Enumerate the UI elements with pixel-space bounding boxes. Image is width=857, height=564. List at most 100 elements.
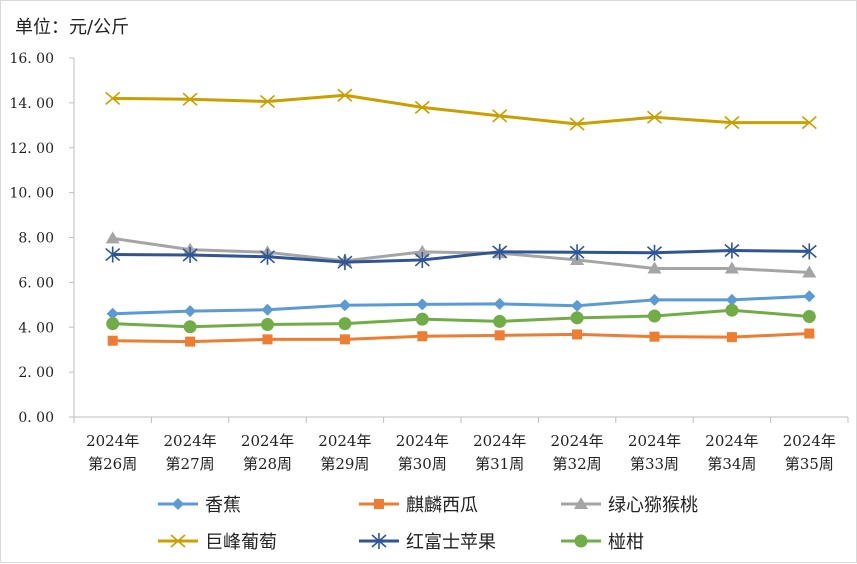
data-point <box>802 309 816 323</box>
legend-item: 椪柑 <box>561 532 644 553</box>
data-point <box>648 309 661 323</box>
data-point <box>494 330 505 341</box>
series-line <box>112 93 810 126</box>
data-point <box>571 299 584 312</box>
data-point <box>492 109 508 123</box>
x-tick-label: 第26周 <box>88 455 137 473</box>
data-point <box>337 88 353 102</box>
data-point <box>261 318 274 332</box>
data-point <box>493 314 507 328</box>
x-tick-label: 第29周 <box>320 455 369 473</box>
data-point <box>570 311 584 325</box>
data-point <box>724 242 740 259</box>
x-tick-label: 第31周 <box>475 455 524 473</box>
data-point <box>262 334 273 345</box>
data-point <box>415 244 430 257</box>
data-point <box>804 328 815 339</box>
data-point <box>493 297 506 310</box>
legend-marker <box>172 498 184 510</box>
series-line <box>112 249 810 264</box>
data-point <box>803 290 816 303</box>
data-point <box>338 317 352 331</box>
series-line <box>112 308 810 329</box>
data-point <box>647 261 662 274</box>
data-point <box>492 243 508 260</box>
data-point <box>646 244 663 261</box>
y-tick-label: 14. 00 <box>9 96 54 112</box>
data-point <box>416 298 429 311</box>
y-tick-label: 0. 00 <box>18 410 54 426</box>
legend-label: 红富士苹果 <box>406 532 496 553</box>
y-tick-label: 2. 00 <box>18 365 54 381</box>
x-tick-label: 第28周 <box>243 455 292 473</box>
data-point <box>259 248 276 265</box>
series-line <box>112 236 810 275</box>
data-point <box>414 100 430 114</box>
data-point <box>649 331 660 342</box>
legend-marker <box>371 533 387 549</box>
series-4 <box>105 88 817 131</box>
data-point <box>106 317 120 331</box>
x-tick-label: 2024年 <box>628 432 681 450</box>
x-tick-label: 第30周 <box>398 455 447 473</box>
series-1 <box>106 290 816 320</box>
legend-item: 红富士苹果 <box>359 532 496 553</box>
data-point <box>414 251 430 268</box>
data-point <box>261 303 274 316</box>
legend-marker <box>574 497 588 509</box>
data-point <box>569 117 585 131</box>
x-tick-label: 2024年 <box>164 432 217 450</box>
y-tick-label: 10. 00 <box>9 186 54 202</box>
y-tick-label: 6. 00 <box>18 275 54 291</box>
x-tick-label: 第27周 <box>166 455 215 473</box>
data-point <box>185 336 196 347</box>
legend-label: 香蕉 <box>205 495 241 516</box>
data-point <box>724 116 740 130</box>
data-point <box>338 299 351 312</box>
legend-marker <box>374 499 384 509</box>
legend-item: 巨峰葡萄 <box>158 532 277 553</box>
data-point <box>339 334 350 345</box>
data-point <box>417 331 428 342</box>
data-point <box>184 305 197 318</box>
data-point <box>337 254 353 271</box>
x-tick-label: 2024年 <box>86 432 139 450</box>
axes: 0. 00 2. 00 4. 00 6. 00 8. 00 10. 00 12. 00 14.… <box>9 51 849 473</box>
data-point <box>415 312 429 326</box>
data-point <box>724 261 739 274</box>
data-point <box>725 293 738 306</box>
data-point <box>105 246 121 263</box>
series-5 <box>105 242 817 271</box>
legend-label: 绿心猕猴桃 <box>608 495 698 516</box>
legend-label: 巨峰葡萄 <box>205 532 277 553</box>
x-tick-label: 2024年 <box>705 432 758 450</box>
unit-label: 单位：元/公斤 <box>15 17 130 38</box>
legend-item: 麒麟西瓜 <box>359 495 478 516</box>
legend-marker <box>170 534 186 548</box>
data-point <box>802 265 817 278</box>
data-point <box>182 92 198 106</box>
data-point <box>106 307 119 320</box>
data-point <box>648 293 661 306</box>
data-point <box>801 116 817 130</box>
data-point <box>183 320 197 334</box>
x-tick-label: 2024年 <box>551 432 604 450</box>
series-group <box>105 88 817 347</box>
x-tick-label: 2024年 <box>473 432 526 450</box>
y-tick-label: 16. 00 <box>9 51 54 67</box>
data-point <box>646 110 663 124</box>
series-6 <box>106 303 816 334</box>
data-point <box>725 303 739 317</box>
x-tick-label: 第35周 <box>785 455 834 473</box>
data-point <box>259 94 276 109</box>
x-tick-label: 2024年 <box>396 432 449 450</box>
data-point <box>569 244 585 261</box>
x-tick-label: 2024年 <box>318 432 371 450</box>
series-line <box>112 332 810 344</box>
data-point <box>182 247 198 264</box>
data-point <box>572 329 583 340</box>
y-tick-label: 8. 00 <box>18 231 54 247</box>
x-tick-label: 2024年 <box>783 432 836 450</box>
x-tick-label: 第33周 <box>630 455 679 473</box>
